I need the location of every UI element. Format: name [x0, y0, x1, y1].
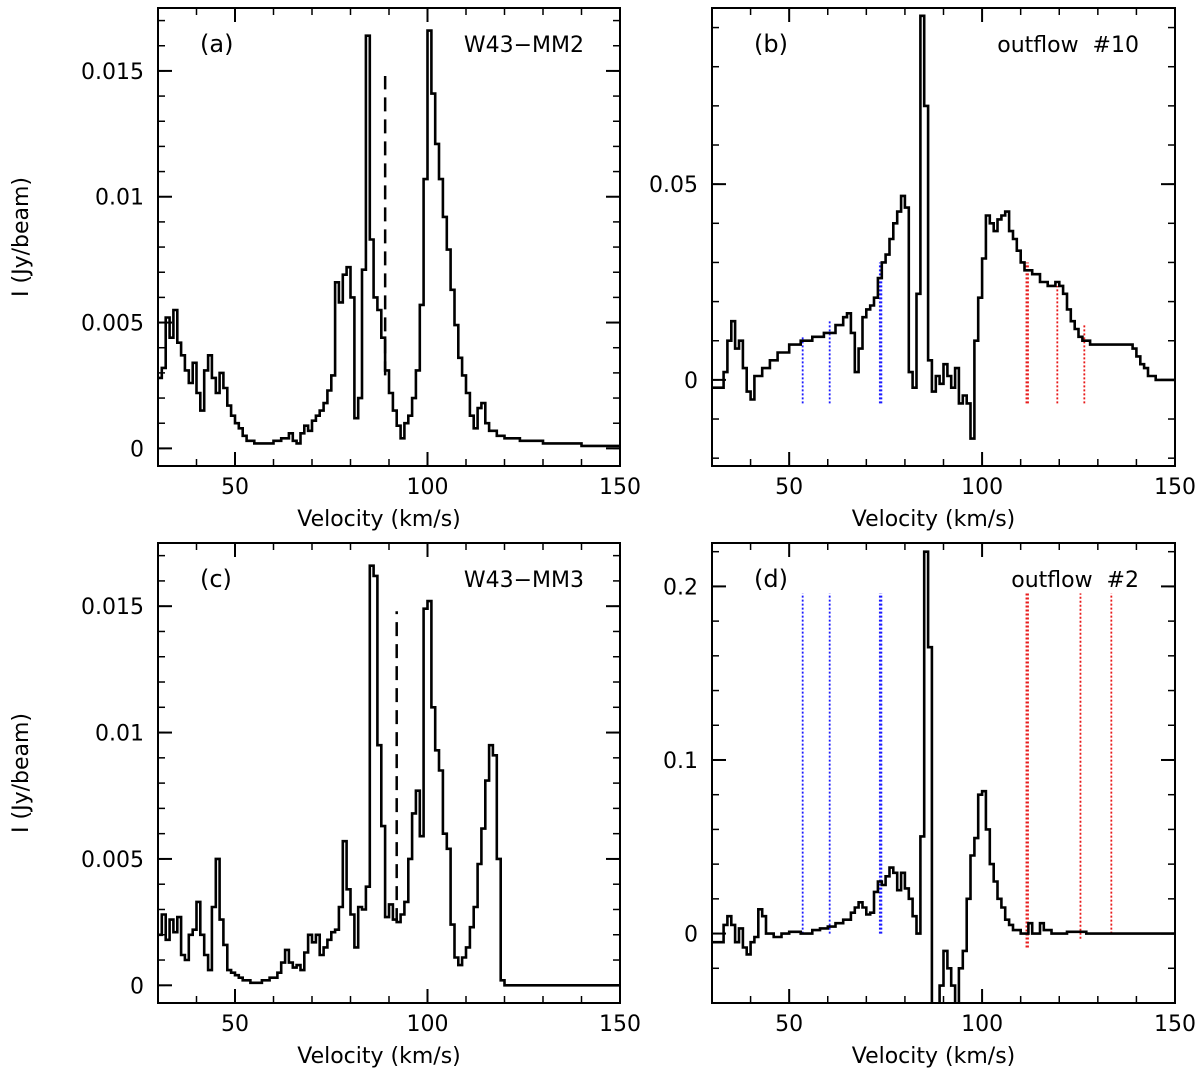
y-tick-label: 0.01 — [95, 186, 144, 211]
x-tick-label: 50 — [775, 475, 803, 500]
x-axis-title: Velocity (km/s) — [852, 507, 1016, 532]
y-tick-label: 0 — [130, 437, 144, 462]
panel-c: 50 100 150 0 0.005 0.01 0.015 (c) W43−MM3 Velocit… — [9, 542, 641, 1069]
y-tick-label: 0.005 — [81, 312, 144, 337]
y-tick-label: 0 — [130, 974, 144, 999]
spectrum-line — [158, 564, 620, 987]
y-tick-label: 0.015 — [81, 595, 144, 620]
spectrum-line — [158, 29, 620, 448]
x-tick-label: 150 — [599, 475, 641, 500]
x-tick-label: 50 — [775, 1012, 803, 1037]
y-tick-label: 0.01 — [95, 722, 144, 747]
y-tick-label: 0.015 — [81, 60, 144, 85]
panel-title: W43−MM2 — [464, 33, 584, 58]
panel-label: (a) — [200, 30, 233, 58]
x-tick-label: 100 — [961, 475, 1003, 500]
x-tick-label: 100 — [961, 1012, 1003, 1037]
panel-b: 50 100 150 0 0.05 (b) outflow #10 Velocity (km/… — [649, 7, 1196, 532]
panel-b-frame — [711, 7, 1176, 467]
panel-a: 50 100 150 0 0.005 0.01 0.015 (a) W43−MM2 Velocit… — [9, 7, 641, 532]
panel-title: outflow #2 — [1011, 568, 1139, 593]
spectrum-line — [712, 550, 1175, 1003]
y-tick-label: 0.05 — [649, 173, 698, 198]
panel-d: 50 100 150 0 0.1 0.2 (d) outflow #2 Velocity (km… — [663, 542, 1196, 1069]
y-axis-title: I (Jy/beam) — [9, 177, 34, 297]
y-tick-label: 0.2 — [663, 575, 698, 600]
y-tick-label: 0 — [684, 369, 698, 394]
y-tick-label: 0 — [684, 923, 698, 948]
x-tick-label: 100 — [407, 1012, 449, 1037]
panel-label: (d) — [754, 565, 788, 593]
x-tick-label: 50 — [221, 475, 249, 500]
x-tick-label: 150 — [1154, 1012, 1196, 1037]
x-tick-label: 100 — [407, 475, 449, 500]
y-tick-label: 0.1 — [663, 749, 698, 774]
x-axis-title: Velocity (km/s) — [852, 1044, 1016, 1069]
x-axis-title: Velocity (km/s) — [297, 1044, 461, 1069]
panel-label: (c) — [200, 565, 232, 593]
panel-c-frame — [157, 542, 621, 1004]
y-tick-label: 0.005 — [81, 848, 144, 873]
x-tick-label: 50 — [221, 1012, 249, 1037]
panel-label: (b) — [754, 30, 788, 58]
spectrum-line — [712, 14, 1175, 440]
x-tick-label: 150 — [599, 1012, 641, 1037]
y-axis-title: I (Jy/beam) — [9, 713, 34, 833]
panel-title: outflow #10 — [997, 33, 1139, 58]
x-axis-title: Velocity (km/s) — [297, 507, 461, 532]
panel-title: W43−MM3 — [464, 568, 584, 593]
x-tick-label: 150 — [1154, 475, 1196, 500]
